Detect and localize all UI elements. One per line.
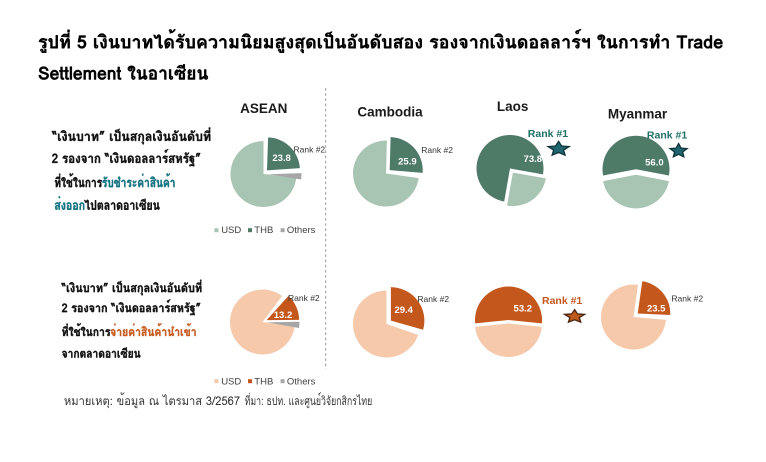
svg-text:Rank #2: Rank #2	[421, 145, 453, 155]
svg-text:53.2: 53.2	[514, 304, 533, 315]
svg-text:Others: Others	[287, 376, 316, 387]
svg-text:ASEAN: ASEAN	[240, 101, 287, 116]
svg-text:THB: THB	[254, 376, 273, 387]
svg-text:Rank #2: Rank #2	[294, 145, 326, 155]
svg-text:29.4: 29.4	[394, 305, 413, 316]
svg-text:THB: THB	[254, 225, 273, 236]
svg-text:Others: Others	[287, 225, 316, 236]
svg-text:73.8: 73.8	[524, 154, 543, 165]
svg-text:Rank #2: Rank #2	[671, 294, 703, 304]
svg-text:Laos: Laos	[497, 99, 529, 114]
svg-text:USD: USD	[221, 225, 241, 236]
svg-text:56.0: 56.0	[645, 157, 664, 168]
svg-text:Cambodia: Cambodia	[357, 104, 423, 119]
svg-text:23.5: 23.5	[647, 304, 666, 315]
svg-text:13.2: 13.2	[274, 310, 293, 321]
svg-text:Rank #1: Rank #1	[542, 295, 582, 307]
svg-text:Rank #1: Rank #1	[528, 128, 568, 140]
svg-text:Rank #1: Rank #1	[647, 130, 687, 142]
svg-text:23.8: 23.8	[272, 153, 291, 164]
svg-text:Rank #2: Rank #2	[417, 294, 449, 304]
svg-text:Rank #2: Rank #2	[288, 293, 320, 303]
svg-text:USD: USD	[221, 376, 241, 387]
svg-text:Myanmar: Myanmar	[608, 107, 668, 122]
svg-text:25.9: 25.9	[398, 157, 417, 168]
